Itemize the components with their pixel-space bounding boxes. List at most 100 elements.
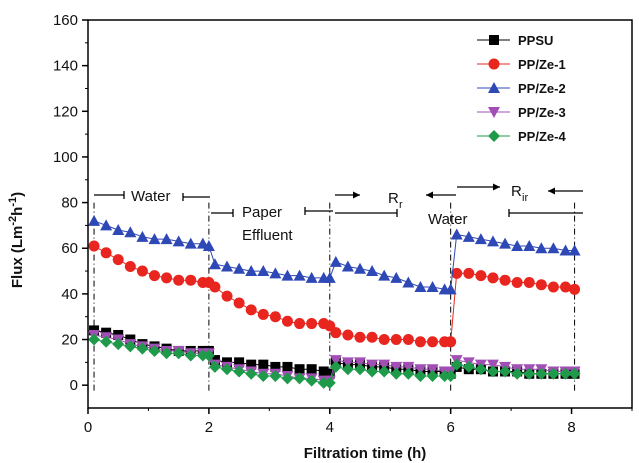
data-point bbox=[451, 267, 463, 279]
data-point bbox=[426, 364, 439, 376]
phase-annotations: Water Paper Effluent R r Water R ir bbox=[93, 183, 583, 393]
data-point bbox=[124, 260, 136, 272]
data-point bbox=[318, 366, 329, 377]
y-tick-label: 120 bbox=[53, 103, 78, 120]
data-point bbox=[341, 363, 354, 376]
data-point bbox=[390, 334, 402, 346]
series-pp-ze-2 bbox=[88, 214, 581, 295]
data-point bbox=[378, 269, 391, 281]
annotation-arrowhead bbox=[426, 191, 433, 199]
data-point bbox=[535, 279, 547, 291]
data-point bbox=[88, 240, 100, 252]
data-point bbox=[414, 336, 426, 348]
data-point bbox=[233, 365, 246, 378]
data-point bbox=[209, 281, 221, 293]
data-point bbox=[390, 361, 403, 373]
data-point bbox=[427, 336, 439, 348]
data-point bbox=[258, 359, 269, 370]
data-point bbox=[281, 269, 294, 281]
data-point bbox=[486, 235, 499, 247]
y-tick-label: 80 bbox=[61, 195, 78, 212]
data-point bbox=[269, 311, 281, 323]
data-point bbox=[306, 318, 318, 330]
data-point bbox=[402, 276, 415, 288]
data-point bbox=[486, 365, 499, 378]
data-point bbox=[511, 367, 524, 380]
annotation-paper: Paper bbox=[242, 204, 282, 221]
data-point bbox=[486, 359, 499, 371]
data-point bbox=[444, 283, 457, 295]
legend-label: PPSU bbox=[518, 33, 553, 48]
data-point bbox=[463, 267, 475, 279]
data-point bbox=[330, 327, 342, 339]
x-tick-label: 4 bbox=[326, 419, 334, 436]
data-point bbox=[402, 367, 415, 380]
annotation-arrowhead bbox=[353, 191, 360, 199]
data-point bbox=[366, 331, 378, 343]
legend-label: PP/Ze-1 bbox=[518, 57, 566, 72]
y-tick-label: 60 bbox=[61, 240, 78, 257]
data-point bbox=[257, 308, 269, 320]
data-point bbox=[124, 340, 137, 353]
data-point bbox=[100, 247, 112, 259]
annotation-arrowhead bbox=[548, 187, 555, 195]
data-point bbox=[560, 281, 572, 293]
data-point bbox=[342, 329, 354, 341]
data-point bbox=[136, 342, 149, 355]
data-point bbox=[245, 265, 258, 277]
annotation-rir-sub: ir bbox=[522, 192, 528, 204]
data-point bbox=[366, 265, 379, 277]
data-point bbox=[124, 226, 137, 238]
y-axis-title-sup: -1 bbox=[7, 197, 19, 207]
data-point bbox=[366, 359, 379, 371]
legend-marker bbox=[488, 82, 500, 93]
data-point bbox=[208, 360, 221, 373]
data-point bbox=[270, 361, 281, 372]
data-point bbox=[568, 367, 581, 380]
data-point bbox=[293, 269, 306, 281]
data-point bbox=[535, 242, 548, 254]
data-point bbox=[112, 338, 125, 351]
annotation-effluent: Effluent bbox=[242, 227, 293, 244]
data-point bbox=[354, 357, 366, 369]
data-point bbox=[450, 358, 463, 371]
legend: PPSU PP/Ze-1 PP/Ze-2 PP/Ze-3 PP/Ze-4 bbox=[477, 33, 566, 144]
data-point bbox=[444, 370, 457, 383]
data-point bbox=[523, 276, 535, 288]
data-point bbox=[172, 235, 185, 247]
data-point bbox=[378, 359, 391, 371]
y-axis-title-part: h bbox=[9, 207, 26, 216]
data-point bbox=[499, 237, 512, 249]
data-point bbox=[148, 344, 161, 357]
data-point bbox=[390, 367, 403, 380]
annotation-rir: R bbox=[511, 183, 522, 200]
annotation-arrowhead bbox=[493, 183, 500, 191]
data-point bbox=[233, 262, 246, 274]
data-point bbox=[341, 260, 354, 272]
data-point bbox=[112, 223, 125, 235]
data-point bbox=[281, 315, 293, 327]
series-pp-ze-1 bbox=[88, 240, 581, 348]
legend-marker bbox=[488, 130, 500, 142]
y-tick-label: 160 bbox=[53, 12, 78, 29]
series-pp-ze-4 bbox=[88, 333, 581, 389]
x-tick-label: 8 bbox=[567, 419, 575, 436]
data-point bbox=[185, 274, 197, 286]
data-point bbox=[426, 281, 439, 293]
data-point bbox=[257, 265, 270, 277]
data-point bbox=[305, 271, 318, 283]
x-tick-label: 0 bbox=[84, 419, 92, 436]
data-point bbox=[221, 260, 234, 272]
y-tick-label: 40 bbox=[61, 286, 78, 303]
data-point bbox=[511, 239, 524, 251]
data-point bbox=[234, 357, 245, 368]
data-point bbox=[445, 336, 457, 348]
data-point bbox=[487, 272, 499, 284]
data-point bbox=[523, 367, 536, 380]
data-point bbox=[324, 368, 335, 379]
data-point bbox=[245, 367, 258, 380]
data-point bbox=[88, 333, 101, 346]
data-point bbox=[202, 349, 215, 362]
data-point bbox=[462, 230, 475, 242]
data-point bbox=[402, 334, 414, 346]
